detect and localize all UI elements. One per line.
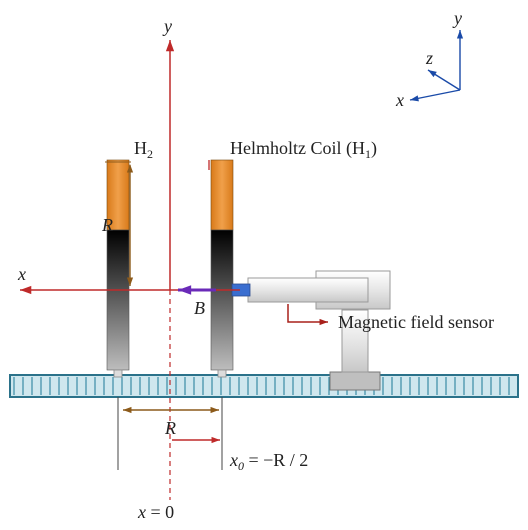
b-field-arrow: [178, 285, 216, 295]
x0-arrow: [172, 437, 220, 443]
label-x-zero: x = 0: [137, 502, 174, 522]
track: [10, 375, 518, 397]
label-sensor: Magnetic field sensor: [338, 312, 494, 332]
label-r-vertical: R: [101, 215, 113, 235]
coil-h1: [211, 160, 233, 470]
coil-h2: [107, 160, 129, 470]
label-b: B: [194, 298, 205, 318]
label-coord-x: x: [395, 90, 404, 110]
label-y-main: y: [162, 16, 172, 36]
label-coord-y: y: [452, 8, 462, 28]
coord-axes-icon: [410, 30, 463, 101]
label-x0: x0 = −R / 2: [229, 450, 308, 473]
label-helmholtz: Helmholtz Coil (H1): [230, 138, 377, 161]
dimension-r-horizontal: [123, 407, 219, 413]
label-h2: H2: [134, 138, 153, 161]
label-x-main: x: [17, 264, 26, 284]
label-coord-z: z: [425, 48, 433, 68]
label-r-horizontal: R: [164, 418, 176, 438]
